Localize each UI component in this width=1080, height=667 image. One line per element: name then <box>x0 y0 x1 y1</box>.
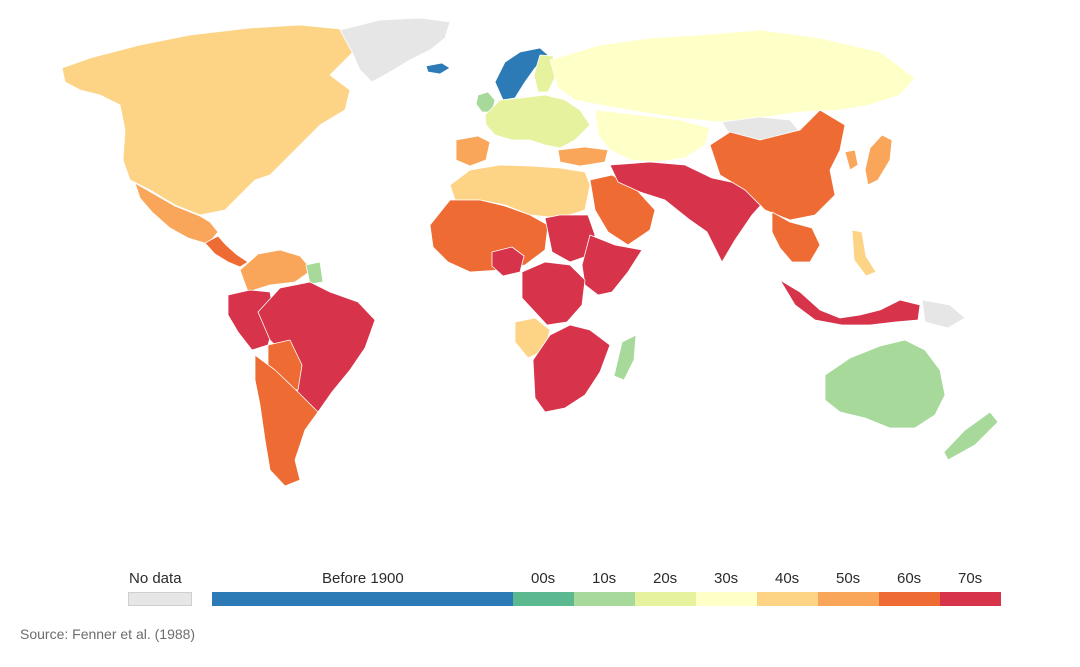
region-central-asia <box>594 109 711 163</box>
region-greenland <box>339 17 451 83</box>
legend-label-10s: 10s <box>592 570 617 587</box>
legend-swatch-70s <box>940 592 1001 606</box>
region-australia <box>824 339 946 429</box>
legend-swatch-40s <box>757 592 818 606</box>
legend-swatch-30s <box>696 592 757 606</box>
legend-label-20s: 20s <box>653 570 678 587</box>
region-north-america <box>61 24 361 216</box>
legend-label-30s: 30s <box>714 570 739 587</box>
legend-no-data-swatch <box>128 592 192 606</box>
region-east-africa <box>581 234 643 296</box>
legend-label-00s: 00s <box>531 570 556 587</box>
legend-swatch-50s <box>818 592 879 606</box>
region-western-europe <box>484 94 591 149</box>
legend-swatch-60s <box>879 592 940 606</box>
region-indonesia <box>779 279 921 326</box>
legend-swatch-00s <box>513 592 574 606</box>
legend-label-60s: 60s <box>897 570 922 587</box>
region-iceland <box>425 62 451 75</box>
region-congo <box>521 261 586 326</box>
region-finland <box>533 54 557 93</box>
region-madagascar <box>613 334 637 381</box>
legend-label-50s: 50s <box>836 570 861 587</box>
region-new-zealand <box>943 411 999 461</box>
region-russia <box>549 29 916 123</box>
legend-no-data-label: No data <box>129 570 182 587</box>
region-japan <box>864 134 893 186</box>
region-korea <box>844 149 859 171</box>
region-south-asia <box>609 161 771 263</box>
region-nigeria <box>491 246 525 277</box>
legend-swatch-10s <box>574 592 635 606</box>
region-iberia <box>455 135 491 167</box>
region-central-america <box>204 235 249 268</box>
region-southern-africa <box>532 324 611 413</box>
legend-label-40s: 40s <box>775 570 800 587</box>
legend-label-70s: 70s <box>958 570 983 587</box>
legend-label-before-1900: Before 1900 <box>322 570 404 587</box>
region-southeast-asia <box>771 211 821 263</box>
legend-swatch-before-1900 <box>212 592 513 606</box>
legend-swatch-20s <box>635 592 696 606</box>
region-philippines <box>851 229 877 277</box>
legend: No data Before 1900 00s 10s 20s 30s 40s 50s 60s… <box>0 560 1080 620</box>
region-argentina <box>254 354 319 487</box>
source-note: Source: Fenner et al. (1988) <box>20 626 196 642</box>
region-china <box>709 109 846 221</box>
region-new-guinea <box>921 299 966 329</box>
region-suriname <box>305 261 324 285</box>
world-map <box>61 17 999 487</box>
region-turkey <box>557 146 609 167</box>
